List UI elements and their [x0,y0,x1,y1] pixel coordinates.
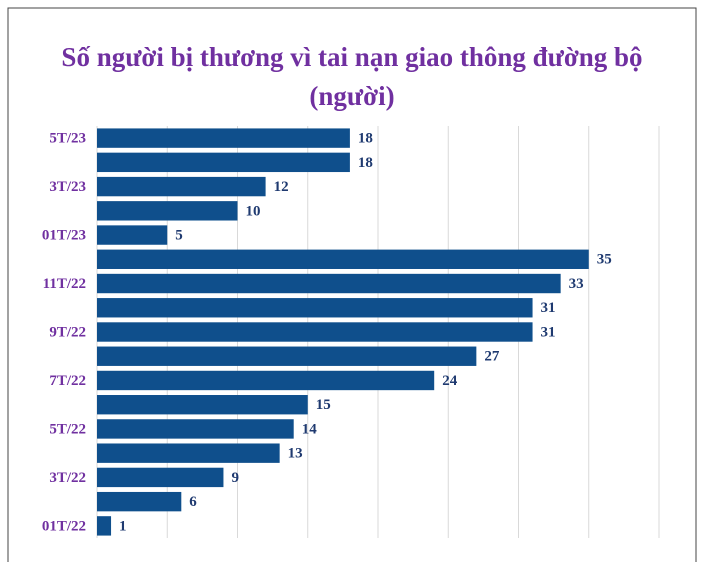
bar [97,443,280,463]
value-label: 5 [175,227,183,243]
bar [97,491,182,512]
bar [97,176,266,197]
y-tick-label: 01T/22 [42,518,86,534]
y-tick-label: 7T/22 [49,373,86,389]
value-label: 14 [302,421,318,437]
bar [97,298,533,318]
y-tick-label: 5T/22 [49,421,86,437]
value-label: 10 [246,203,261,219]
bar [97,322,533,342]
value-label: 27 [484,349,500,365]
bar [97,225,168,245]
value-label: 12 [274,179,289,195]
bar [97,395,308,415]
bar [97,152,350,173]
value-label: 31 [541,300,556,316]
bar [97,346,477,366]
value-label: 31 [541,324,556,340]
value-label: 24 [442,373,458,389]
chart-subtitle: (người) [309,81,394,111]
value-label: 1 [119,518,127,534]
value-label: 18 [358,131,373,147]
bar [97,128,350,148]
chart-title: Số người bị thương vì tai nạn giao thông… [61,42,642,72]
value-label: 6 [189,494,197,510]
bar [97,273,561,294]
value-label: 9 [231,470,239,486]
value-label: 33 [569,276,584,292]
y-tick-label: 01T/23 [42,227,86,243]
bar [97,419,294,439]
y-tick-label: 3T/23 [49,179,86,195]
bar [97,467,224,488]
bar [97,249,589,269]
y-tick-label: 9T/22 [49,324,86,340]
value-label: 18 [358,155,373,171]
y-tick-label: 3T/22 [49,470,86,486]
value-label: 15 [316,397,331,413]
bar [97,201,238,221]
value-label: 35 [597,252,612,268]
bar [97,516,112,536]
value-label: 13 [288,446,303,462]
y-tick-label: 11T/22 [43,276,86,292]
y-tick-label: 5T/23 [49,131,86,147]
bar [97,370,435,391]
